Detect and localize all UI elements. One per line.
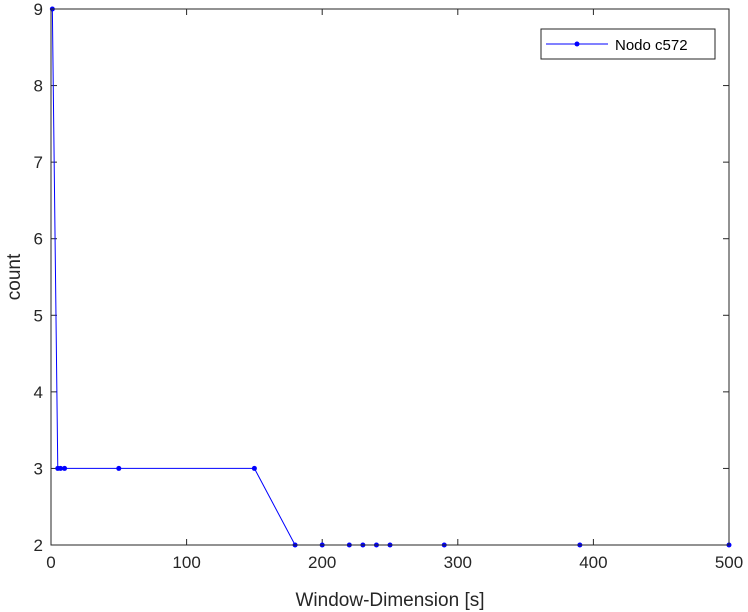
y-tick-label: 8 (34, 77, 43, 96)
y-tick-label: 5 (34, 306, 43, 325)
x-tick-label: 200 (308, 553, 336, 572)
y-tick-label: 9 (34, 0, 43, 19)
x-tick-label: 300 (444, 553, 472, 572)
data-point (116, 465, 122, 471)
x-axis-label: Window-Dimension [s] (296, 590, 485, 611)
data-point (62, 465, 68, 471)
plot-area (51, 9, 729, 545)
legend: Nodo c572 (540, 28, 716, 60)
plot-frame (50, 8, 730, 546)
y-tick-label: 2 (34, 536, 43, 555)
y-axis-label: count (4, 253, 25, 300)
data-point (251, 465, 257, 471)
y-tick-label: 6 (34, 230, 43, 249)
legend-marker-sample (574, 41, 580, 47)
x-tick-label: 400 (579, 553, 607, 572)
x-tick-label: 0 (46, 553, 55, 572)
tick-labels: 0 100 200 300 400 500 2 3 4 5 6 7 8 9 (34, 0, 744, 572)
y-tick-label: 3 (34, 459, 43, 478)
x-tick-label: 500 (715, 553, 743, 572)
data-point (57, 465, 63, 471)
y-tick-label: 4 (34, 383, 43, 402)
x-tick-label: 100 (172, 553, 200, 572)
legend-label: Nodo c572 (615, 37, 688, 54)
y-tick-label: 7 (34, 153, 43, 172)
